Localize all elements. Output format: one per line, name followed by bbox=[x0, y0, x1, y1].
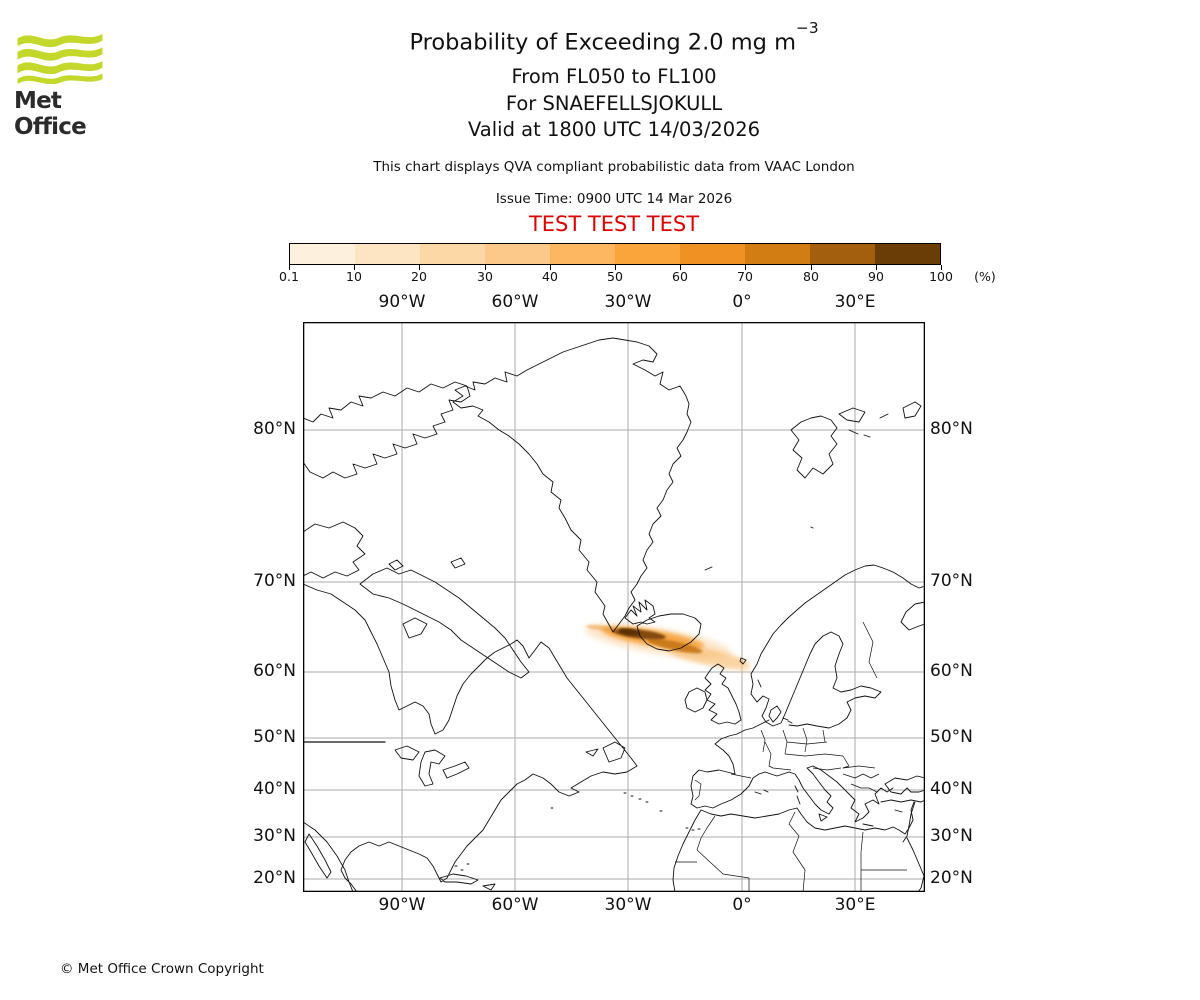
colorbar-tick bbox=[745, 265, 746, 270]
colorbar-label: 40 bbox=[542, 269, 558, 284]
colorbar-tick bbox=[941, 265, 942, 270]
axis-label: 40°N bbox=[253, 779, 296, 799]
colorbar-segment bbox=[420, 244, 485, 264]
colorbar-tick bbox=[680, 265, 681, 270]
greenland-coastline bbox=[452, 337, 692, 633]
axis-label: 30°W bbox=[604, 895, 652, 915]
europe-coastline bbox=[690, 719, 925, 843]
colorbar-tick bbox=[419, 265, 420, 270]
axis-label: 60°W bbox=[491, 895, 539, 915]
met-office-logo: Met Office bbox=[14, 28, 126, 140]
colorbar-label: 20 bbox=[411, 269, 427, 284]
country-borders bbox=[675, 621, 907, 892]
issue-time: Issue Time: 0900 UTC 14 Mar 2026 bbox=[495, 191, 733, 207]
iceland-coastline bbox=[624, 599, 702, 652]
axis-label: 0° bbox=[732, 292, 752, 312]
subtitle-block: From FL050 to FL100 For SNAEFELLSJOKULL … bbox=[14, 64, 1200, 144]
subtitle-valid-time: Valid at 1800 UTC 14/03/2026 bbox=[467, 118, 761, 141]
colorbar-segment bbox=[615, 244, 680, 264]
colorbar-segments bbox=[289, 243, 941, 265]
axis-label: 30°W bbox=[604, 292, 652, 312]
axis-label: 80°N bbox=[253, 419, 296, 439]
ash-plume bbox=[584, 623, 752, 672]
scandinavia-coastline bbox=[750, 564, 925, 729]
colorbar-label: 70 bbox=[737, 269, 753, 284]
axis-label: 40°N bbox=[930, 779, 973, 799]
axis-label: 70°N bbox=[253, 571, 296, 591]
axis-label: 30°N bbox=[253, 826, 296, 846]
map-canvas bbox=[303, 322, 925, 892]
svalbard-coastline bbox=[790, 401, 922, 479]
colorbar-label: 10 bbox=[346, 269, 362, 284]
met-office-logo-text: Met Office bbox=[14, 88, 87, 140]
colorbar-tick bbox=[485, 265, 486, 270]
colorbar-tick bbox=[615, 265, 616, 270]
axis-label: 50°N bbox=[930, 727, 973, 747]
gridlines bbox=[303, 322, 925, 892]
colorbar-segment bbox=[745, 244, 810, 264]
colorbar-label: 30 bbox=[477, 269, 493, 284]
axis-label: 60°N bbox=[253, 661, 296, 681]
copyright-text: © Met Office Crown Copyright bbox=[60, 961, 264, 977]
canadian-arctic-coastlines bbox=[303, 381, 530, 679]
colorbar-label: 0.1 bbox=[279, 269, 299, 284]
axis-label: 0° bbox=[732, 895, 752, 915]
africa-coastline bbox=[672, 801, 925, 892]
axis-label: 70°N bbox=[930, 571, 973, 591]
north-america-coastline bbox=[303, 583, 638, 892]
colorbar-tick bbox=[811, 265, 812, 270]
page-title: Probability of Exceeding 2.0 mg m−3 bbox=[409, 19, 819, 56]
colorbar-segment bbox=[290, 244, 355, 264]
axis-label: 30°E bbox=[834, 895, 876, 915]
axis-label: 30°E bbox=[834, 292, 876, 312]
colorbar-segment bbox=[875, 244, 940, 264]
colorbar-segment bbox=[485, 244, 550, 264]
axis-label: 20°N bbox=[930, 868, 973, 888]
colorbar-segment bbox=[355, 244, 420, 264]
axis-label: 20°N bbox=[253, 868, 296, 888]
colorbar-label: 80 bbox=[803, 269, 819, 284]
colorbar-tick bbox=[354, 265, 355, 270]
axis-label: 80°N bbox=[930, 419, 973, 439]
colorbar-label: 90 bbox=[868, 269, 884, 284]
colorbar-unit: (%) bbox=[974, 269, 996, 284]
axis-label: 90°W bbox=[378, 292, 426, 312]
axis-label: 60°W bbox=[491, 292, 539, 312]
axis-label: 60°N bbox=[930, 661, 973, 681]
colorbar-segment bbox=[550, 244, 615, 264]
title-exponent: −3 bbox=[796, 19, 819, 38]
colorbar-segment bbox=[680, 244, 745, 264]
colorbar-segment bbox=[810, 244, 875, 264]
subtitle-volcano: For SNAEFELLSJOKULL bbox=[505, 91, 723, 115]
subtitle-flight-levels: From FL050 to FL100 bbox=[511, 65, 717, 88]
colorbar-tick bbox=[289, 265, 290, 270]
axis-label: 30°N bbox=[930, 826, 973, 846]
qva-description: This chart displays QVA compliant probab… bbox=[373, 159, 855, 175]
axis-label: 90°W bbox=[378, 895, 426, 915]
colorbar-tick bbox=[876, 265, 877, 270]
axis-label: 50°N bbox=[253, 727, 296, 747]
met-office-logo-waves bbox=[17, 33, 103, 84]
test-banner: TEST TEST TEST bbox=[528, 212, 700, 236]
colorbar-label: 100 bbox=[929, 269, 953, 284]
black-sea-coastline bbox=[884, 775, 925, 795]
colorbar-label: 50 bbox=[607, 269, 623, 284]
british-isles-coastline bbox=[684, 663, 742, 725]
colorbar-label: 60 bbox=[672, 269, 688, 284]
map-border bbox=[303, 322, 925, 892]
north-atlantic-islands bbox=[623, 526, 814, 831]
colorbar-tick bbox=[550, 265, 551, 270]
